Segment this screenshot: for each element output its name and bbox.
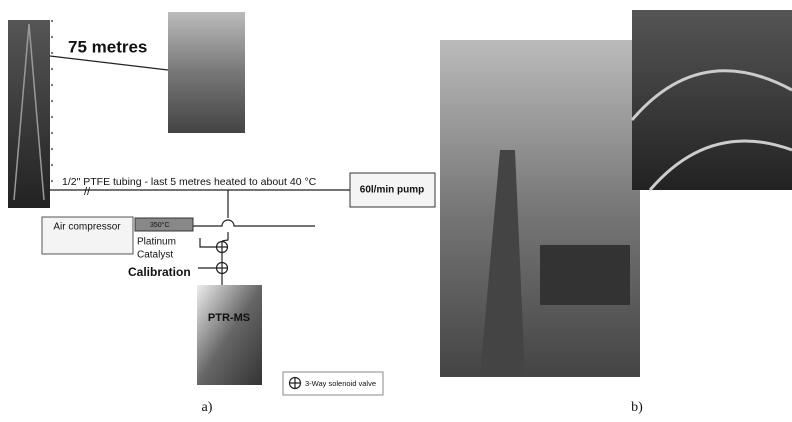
- caption: a): [202, 400, 213, 415]
- inlet-photo: [168, 12, 245, 133]
- calibration-label: Calibration: [128, 265, 191, 279]
- legend-label: 3-Way solenoid valve: [305, 379, 376, 388]
- valve-lines: [200, 232, 228, 285]
- catalyst-temp: 350°C: [150, 221, 170, 229]
- catalyst-label: Platinum: [137, 237, 176, 248]
- height-label: 75 metres: [68, 37, 147, 56]
- connector: [50, 56, 168, 70]
- catalyst-label: Catalyst: [137, 250, 173, 261]
- pump-label: 60l/min pump: [360, 185, 424, 196]
- compressor-label: Air compressor: [53, 222, 121, 233]
- instrument-label: PTR-MS: [208, 312, 250, 324]
- site-photo: [440, 40, 640, 377]
- tower-photo: [8, 20, 50, 208]
- figure: 75 metres // 1/2" PTFE tubing - last 5 m…: [0, 0, 792, 417]
- hut: [540, 245, 630, 305]
- ptr-ms-photo: [197, 285, 262, 385]
- caption: b): [631, 400, 643, 415]
- canopy-photo: [632, 10, 792, 190]
- tubing-label: 1/2" PTFE tubing - last 5 metres heated …: [62, 176, 317, 188]
- zero-air-line: [193, 220, 315, 226]
